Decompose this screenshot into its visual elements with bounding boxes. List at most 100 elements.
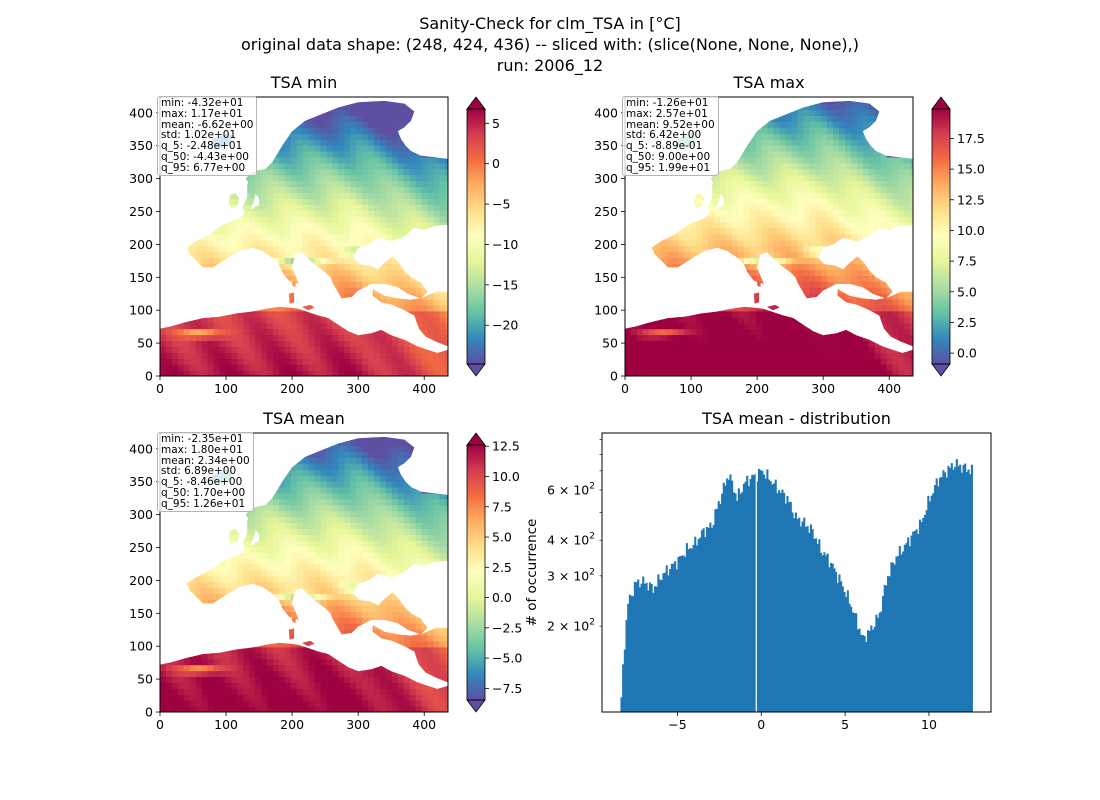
- field-cell: [243, 694, 250, 701]
- field-cell: [809, 103, 816, 111]
- field-cell: [338, 293, 345, 300]
- field-cell: [738, 304, 745, 312]
- field-cell: [898, 186, 905, 193]
- field-cell: [850, 216, 858, 223]
- field-cell: [856, 115, 864, 122]
- field-cell: [278, 239, 286, 247]
- field-cell: [714, 227, 721, 235]
- field-cell: [720, 322, 727, 330]
- field-cell: [207, 358, 215, 365]
- field-cell: [755, 168, 763, 176]
- field-cell: [368, 706, 375, 712]
- field-cell: [856, 145, 864, 152]
- field-cell: [243, 364, 250, 371]
- field-cell: [391, 103, 399, 111]
- field-cell: [350, 227, 357, 235]
- field-cell: [243, 310, 250, 318]
- field-cell: [380, 299, 387, 306]
- field-cell: [344, 109, 351, 116]
- field-cell: [207, 346, 215, 353]
- field-cell: [421, 370, 429, 376]
- field-cell: [344, 700, 351, 707]
- field-cell: [684, 340, 691, 347]
- field-cell: [785, 186, 792, 193]
- field-cell: [225, 251, 232, 259]
- field-cell: [421, 310, 429, 318]
- field-cell: [314, 257, 322, 265]
- field-cell: [207, 263, 215, 270]
- field-cell: [743, 192, 751, 199]
- field-cell: [726, 346, 733, 353]
- field-cell: [338, 156, 345, 164]
- field-cell: [255, 694, 262, 701]
- field-cell: [791, 358, 798, 365]
- field-cell: [785, 227, 792, 235]
- field-cell: [696, 334, 703, 341]
- field-cell: [821, 103, 828, 111]
- field-cell: [702, 334, 709, 341]
- field-cell: [290, 180, 298, 188]
- field-cell: [791, 216, 798, 223]
- field-cell: [296, 694, 304, 701]
- field-cell: [290, 168, 298, 176]
- field-cell: [839, 340, 846, 347]
- field-cell: [261, 364, 268, 371]
- field-cell: [839, 293, 846, 300]
- field-cell: [773, 358, 781, 365]
- field-cell: [904, 192, 911, 199]
- field-cell: [886, 316, 894, 324]
- field-cell: [809, 115, 816, 122]
- field-cell: [278, 352, 286, 359]
- field-cell: [344, 180, 351, 188]
- field-cell: [856, 364, 864, 371]
- field-cell: [273, 364, 280, 371]
- field-cell: [755, 346, 763, 353]
- field-cell: [409, 204, 417, 211]
- field-cell: [785, 162, 792, 170]
- field-cell: [839, 364, 846, 371]
- field-cell: [290, 700, 298, 707]
- field-cell: [636, 370, 644, 376]
- field-cell: [821, 210, 828, 217]
- field-cell: [773, 322, 781, 330]
- field-cell: [380, 364, 387, 371]
- field-cell: [821, 162, 828, 170]
- field-cell: [702, 340, 709, 347]
- field-cell: [362, 115, 369, 122]
- field-cell: [636, 358, 644, 365]
- field-cell: [815, 109, 822, 116]
- field-cell: [904, 186, 911, 193]
- field-cell: [797, 222, 804, 229]
- field-cell: [654, 370, 662, 376]
- field-cell: [797, 156, 804, 164]
- field-cell: [684, 370, 691, 376]
- field-cell: [779, 370, 787, 376]
- field-cell: [666, 346, 674, 353]
- field-cell: [427, 210, 434, 217]
- field-cell: [374, 139, 381, 146]
- field-cell: [332, 352, 339, 359]
- field-cell: [362, 156, 369, 164]
- field-cell: [433, 162, 440, 170]
- field-cell: [702, 358, 709, 365]
- field-cell: [427, 322, 434, 330]
- field-cell: [648, 352, 656, 359]
- field-cell: [290, 174, 298, 182]
- field-cell: [344, 370, 351, 376]
- field-cell: [714, 340, 721, 347]
- field-cell: [862, 121, 870, 128]
- colorbar-tick-label: 17.5: [957, 131, 985, 146]
- field-cell: [308, 340, 316, 347]
- field-cell: [761, 233, 769, 241]
- field-cell: [385, 100, 393, 105]
- field-cell: [249, 192, 256, 199]
- field-cell: [827, 204, 834, 211]
- field-cell: [213, 358, 220, 365]
- field-cell: [738, 251, 745, 259]
- field-cell: [397, 269, 405, 276]
- field-cell: [362, 346, 369, 353]
- field-cell: [743, 145, 751, 152]
- field-cell: [338, 239, 345, 247]
- field-cell: [845, 174, 852, 182]
- field-cell: [344, 328, 351, 336]
